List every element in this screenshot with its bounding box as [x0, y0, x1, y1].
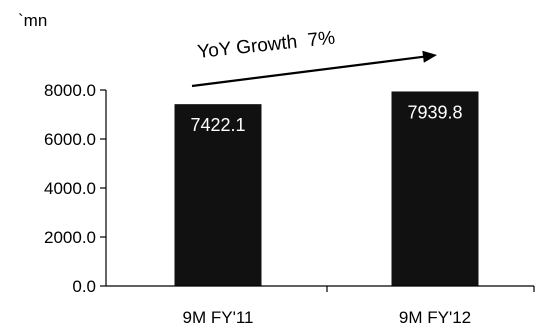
y-tick-label-2: 4000.0: [44, 179, 96, 198]
growth-arrowhead: [422, 51, 437, 63]
category-label-2: 9M FY'12: [399, 308, 471, 327]
y-tick-label-3: 6000.0: [44, 130, 96, 149]
category-labels-group: 9M FY'11 9M FY'12: [183, 308, 472, 327]
unit-label: `mn: [18, 11, 47, 30]
category-label-1: 9M FY'11: [183, 308, 254, 327]
value-label-2: 7939.8: [407, 102, 462, 122]
y-tick-label-1: 2000.0: [44, 228, 96, 247]
y-tick-labels-group: 0.0 2000.0 4000.0 6000.0 8000.0: [44, 81, 96, 296]
value-label-1: 7422.1: [190, 115, 245, 135]
growth-arrow-line: [192, 56, 427, 86]
y-tick-label-0: 0.0: [72, 277, 96, 296]
y-tick-label-4: 8000.0: [44, 81, 96, 100]
growth-annotation: YoY Growth 7%: [196, 28, 336, 63]
